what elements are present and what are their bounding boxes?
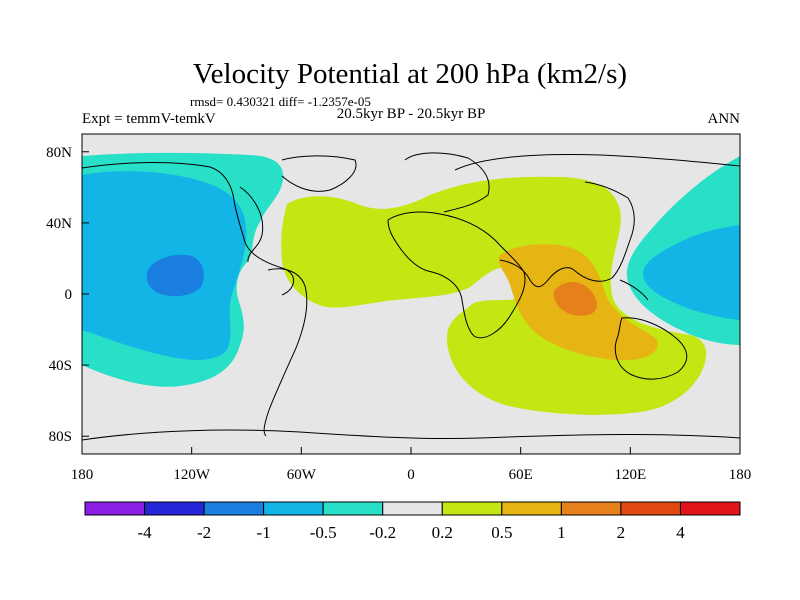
colorbar-swatch <box>560 501 622 516</box>
region-positive-1 <box>553 281 597 316</box>
colorbar-swatch <box>382 501 443 516</box>
y-tick-label: 0 <box>65 287 73 303</box>
y-tick-label: 40N <box>46 216 72 232</box>
period-label: 20.5kyr BP - 20.5kyr BP <box>337 106 486 122</box>
x-tick-label: 180 <box>729 467 752 483</box>
season-label: ANN <box>708 111 741 127</box>
colorbar-label: -0.2 <box>369 523 396 542</box>
colorbar-swatch <box>679 501 741 516</box>
region-negative-0p5-east <box>642 225 740 320</box>
colorbar-swatch <box>322 501 384 516</box>
colorbar-label: -0.5 <box>310 523 337 542</box>
colorbar-swatch <box>144 501 205 516</box>
y-tick-label: 80S <box>49 429 72 445</box>
x-tick-label: 120E <box>614 467 646 483</box>
colorbar-swatch <box>263 501 324 516</box>
colorbar-label: 1 <box>557 523 566 542</box>
stats-label: rmsd= 0.430321 diff= -1.2357e-05 <box>190 94 371 109</box>
colorbar-label: -2 <box>197 523 211 542</box>
colorbar-swatch <box>501 501 562 516</box>
colorbar-swatch <box>620 501 681 516</box>
map-panel: 180 120W 60W 0 60E 120E 180 80N 40N 0 40S 80S <box>46 133 751 483</box>
colorbar-label: -4 <box>137 523 152 542</box>
colorbar-label: 2 <box>617 523 626 542</box>
axis-ticks: 180 120W 60W 0 60E 120E 180 80N 40N 0 40S 80S <box>46 145 751 483</box>
colorbar-label: -1 <box>257 523 271 542</box>
chart-title: Velocity Potential at 200 hPa (km2/s) <box>193 58 627 90</box>
x-tick-label: 180 <box>71 467 94 483</box>
y-tick-label: 80N <box>46 145 72 161</box>
coastlines <box>82 152 740 441</box>
y-tick-label: 40S <box>49 358 72 374</box>
x-tick-label: 60W <box>287 467 317 483</box>
experiment-label: Expt = temmV-temkV <box>82 111 216 127</box>
colorbar-swatch <box>441 501 503 516</box>
colorbar-label: 0.5 <box>491 523 512 542</box>
x-tick-label: 60E <box>509 467 533 483</box>
x-tick-label: 120W <box>173 467 211 483</box>
colorbar: -4 -2 -1 -0.5 -0.2 0.2 0.5 1 2 4 <box>84 501 741 542</box>
colorbar-label: 4 <box>676 523 685 542</box>
colorbar-swatch <box>84 501 146 516</box>
x-tick-label: 0 <box>407 467 415 483</box>
colorbar-swatch <box>203 501 265 516</box>
region-negative-1-west <box>146 254 204 297</box>
colorbar-label: 0.2 <box>432 523 453 542</box>
